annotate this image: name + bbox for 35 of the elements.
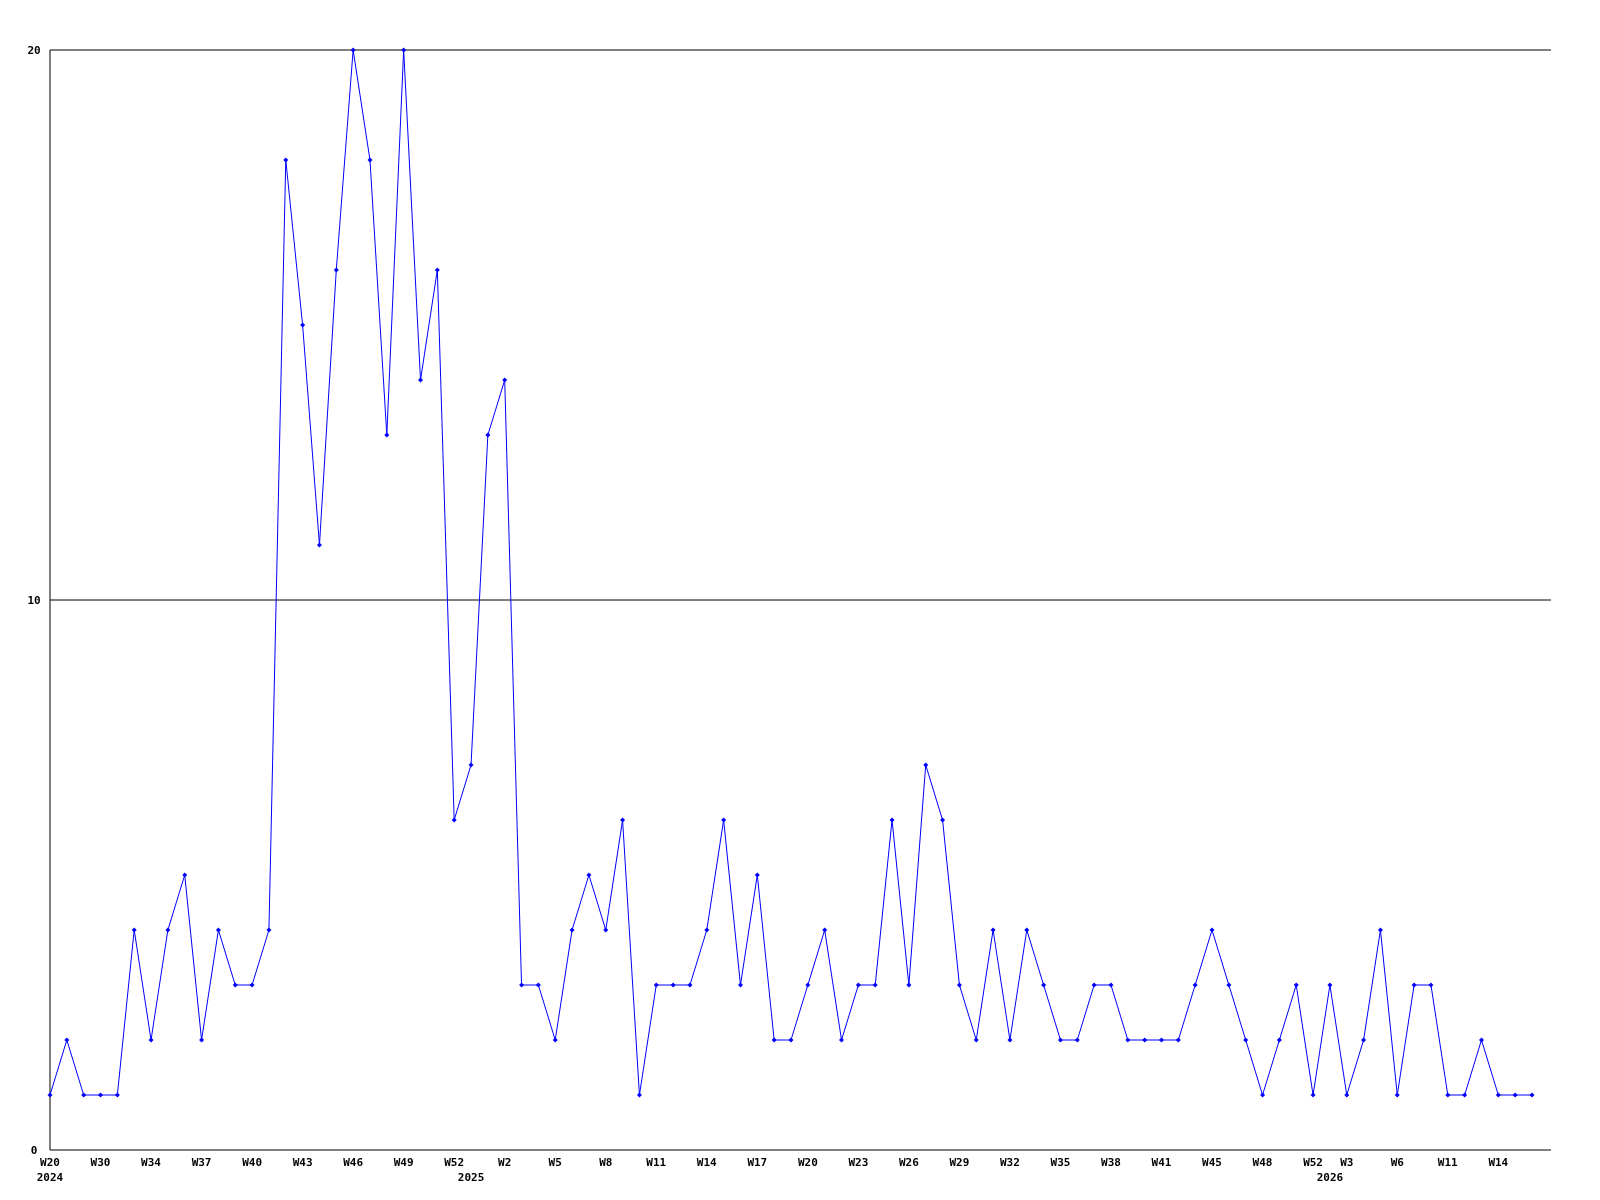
- x-tick-label: W45: [1202, 1156, 1222, 1169]
- x-tick-label: W46: [343, 1156, 364, 1169]
- x-tick-label: W17: [747, 1156, 768, 1169]
- x-tick-label: W32: [999, 1156, 1020, 1169]
- x-tick-label: W6: [1390, 1156, 1405, 1169]
- x-tick-label: W49: [393, 1156, 414, 1169]
- x-tick-label: W11: [1437, 1156, 1459, 1169]
- x-tick-label: W5: [548, 1156, 562, 1169]
- y-tick-label: 20: [27, 44, 41, 57]
- x-tick-label: W14: [1488, 1156, 1509, 1169]
- x-tick-label: W30: [90, 1156, 111, 1169]
- x-tick-label: 2026: [1316, 1171, 1344, 1184]
- x-tick-label: W52: [444, 1156, 465, 1169]
- x-tick-label: W3: [1340, 1156, 1354, 1169]
- x-tick-label: W40: [242, 1156, 263, 1169]
- x-tick-label: W41: [1151, 1156, 1172, 1169]
- x-tick-label: W8: [599, 1156, 613, 1169]
- x-tick-label: W20: [797, 1156, 818, 1169]
- x-tick-label: W35: [1050, 1156, 1071, 1169]
- x-tick-label: W48: [1252, 1156, 1273, 1169]
- x-tick-label: W29: [949, 1156, 970, 1169]
- x-tick-label: W20 2024: [36, 1156, 64, 1184]
- x-tick-label: W52: [1303, 1156, 1324, 1169]
- x-tick-label: W2: [498, 1156, 512, 1169]
- x-tick-label: W11: [646, 1156, 667, 1169]
- x-tick-label: W23: [848, 1156, 869, 1169]
- x-tick-label: W38: [1101, 1156, 1121, 1169]
- y-tick-label: 10: [27, 594, 41, 607]
- y-tick-label: 0: [30, 1144, 38, 1157]
- x-tick-label: W43: [292, 1156, 313, 1169]
- x-tick-label: W26: [898, 1156, 920, 1169]
- x-tick-label: 2025: [457, 1171, 485, 1184]
- x-tick-label: W14: [696, 1156, 718, 1169]
- x-tick-label: W34: [141, 1156, 162, 1169]
- x-tick-label: W37: [191, 1156, 212, 1169]
